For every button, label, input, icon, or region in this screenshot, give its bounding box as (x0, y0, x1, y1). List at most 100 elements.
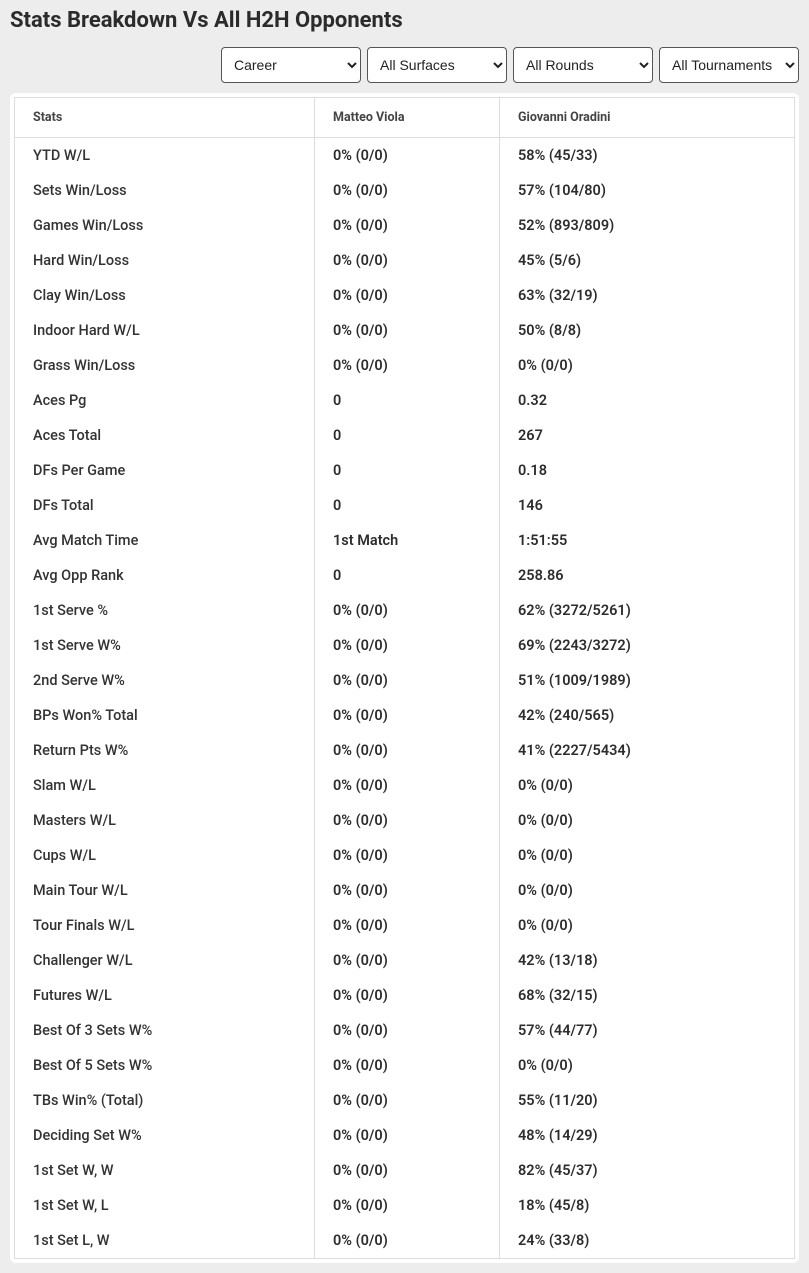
player1-value: 0% (0/0) (315, 348, 500, 383)
page-title: Stats Breakdown Vs All H2H Opponents (10, 8, 799, 33)
player1-value: 0% (0/0) (315, 628, 500, 663)
player1-value: 0% (0/0) (315, 278, 500, 313)
table-row: Tour Finals W/L0% (0/0)0% (0/0) (15, 908, 795, 943)
table-row: Aces Total0267 (15, 418, 795, 453)
player1-value: 0% (0/0) (315, 908, 500, 943)
stats-table: Stats Matteo Viola Giovanni Oradini YTD … (14, 97, 795, 1259)
stat-label: DFs Total (15, 488, 315, 523)
player2-value: 58% (45/33) (500, 138, 795, 174)
player2-value: 258.86 (500, 558, 795, 593)
player1-value: 0% (0/0) (315, 208, 500, 243)
stat-label: Aces Total (15, 418, 315, 453)
table-row: YTD W/L0% (0/0)58% (45/33) (15, 138, 795, 174)
stat-label: DFs Per Game (15, 453, 315, 488)
player1-value: 0 (315, 418, 500, 453)
player1-value: 0% (0/0) (315, 1223, 500, 1259)
player2-value: 0.32 (500, 383, 795, 418)
stat-label: Best Of 3 Sets W% (15, 1013, 315, 1048)
player2-value: 0% (0/0) (500, 348, 795, 383)
stat-label: BPs Won% Total (15, 698, 315, 733)
player2-value: 52% (893/809) (500, 208, 795, 243)
table-row: 1st Serve %0% (0/0)62% (3272/5261) (15, 593, 795, 628)
player1-value: 0 (315, 558, 500, 593)
player1-value: 0 (315, 383, 500, 418)
stat-label: Sets Win/Loss (15, 173, 315, 208)
player2-value: 24% (33/8) (500, 1223, 795, 1259)
table-row: Slam W/L0% (0/0)0% (0/0) (15, 768, 795, 803)
player2-value: 0% (0/0) (500, 803, 795, 838)
surface-select[interactable]: All Surfaces (367, 47, 507, 83)
player2-value: 69% (2243/3272) (500, 628, 795, 663)
player1-value: 0% (0/0) (315, 1083, 500, 1118)
stat-label: Indoor Hard W/L (15, 313, 315, 348)
player2-value: 267 (500, 418, 795, 453)
stat-label: 1st Set W, L (15, 1188, 315, 1223)
player1-value: 0% (0/0) (315, 1188, 500, 1223)
stat-label: 1st Set L, W (15, 1223, 315, 1259)
table-row: Grass Win/Loss0% (0/0)0% (0/0) (15, 348, 795, 383)
stat-label: TBs Win% (Total) (15, 1083, 315, 1118)
player1-value: 0% (0/0) (315, 803, 500, 838)
player2-value: 0% (0/0) (500, 908, 795, 943)
table-row: Challenger W/L0% (0/0)42% (13/18) (15, 943, 795, 978)
table-row: Clay Win/Loss0% (0/0)63% (32/19) (15, 278, 795, 313)
player2-value: 1:51:55 (500, 523, 795, 558)
table-row: Games Win/Loss0% (0/0)52% (893/809) (15, 208, 795, 243)
player1-value: 0% (0/0) (315, 313, 500, 348)
table-row: Hard Win/Loss0% (0/0)45% (5/6) (15, 243, 795, 278)
player2-value: 42% (13/18) (500, 943, 795, 978)
player1-value: 0% (0/0) (315, 138, 500, 174)
player1-value: 0% (0/0) (315, 173, 500, 208)
table-row: BPs Won% Total0% (0/0)42% (240/565) (15, 698, 795, 733)
stat-label: Avg Opp Rank (15, 558, 315, 593)
player2-value: 0% (0/0) (500, 838, 795, 873)
table-row: Aces Pg00.32 (15, 383, 795, 418)
player2-value: 62% (3272/5261) (500, 593, 795, 628)
table-row: Best Of 5 Sets W%0% (0/0)0% (0/0) (15, 1048, 795, 1083)
stat-label: Hard Win/Loss (15, 243, 315, 278)
table-row: Indoor Hard W/L0% (0/0)50% (8/8) (15, 313, 795, 348)
table-row: Return Pts W%0% (0/0)41% (2227/5434) (15, 733, 795, 768)
player1-value: 0% (0/0) (315, 1013, 500, 1048)
table-row: Futures W/L0% (0/0)68% (32/15) (15, 978, 795, 1013)
stat-label: Clay Win/Loss (15, 278, 315, 313)
stat-label: Cups W/L (15, 838, 315, 873)
round-select[interactable]: All Rounds (513, 47, 653, 83)
table-row: 1st Serve W%0% (0/0)69% (2243/3272) (15, 628, 795, 663)
table-row: Avg Opp Rank0258.86 (15, 558, 795, 593)
player1-value: 1st Match (315, 523, 500, 558)
stat-label: Futures W/L (15, 978, 315, 1013)
stat-label: 1st Serve % (15, 593, 315, 628)
table-row: DFs Total0146 (15, 488, 795, 523)
stat-label: Games Win/Loss (15, 208, 315, 243)
col-header-player1: Matteo Viola (315, 98, 500, 138)
stat-label: Aces Pg (15, 383, 315, 418)
table-row: Main Tour W/L0% (0/0)0% (0/0) (15, 873, 795, 908)
player2-value: 48% (14/29) (500, 1118, 795, 1153)
player2-value: 0% (0/0) (500, 873, 795, 908)
table-row: Best Of 3 Sets W%0% (0/0)57% (44/77) (15, 1013, 795, 1048)
table-row: DFs Per Game00.18 (15, 453, 795, 488)
table-row: TBs Win% (Total)0% (0/0)55% (11/20) (15, 1083, 795, 1118)
stats-table-card: Stats Matteo Viola Giovanni Oradini YTD … (10, 93, 799, 1263)
player2-value: 0% (0/0) (500, 1048, 795, 1083)
stat-label: Main Tour W/L (15, 873, 315, 908)
stat-label: YTD W/L (15, 138, 315, 174)
player1-value: 0% (0/0) (315, 698, 500, 733)
stat-label: Grass Win/Loss (15, 348, 315, 383)
career-select[interactable]: Career (221, 47, 361, 83)
stat-label: Best Of 5 Sets W% (15, 1048, 315, 1083)
player1-value: 0% (0/0) (315, 1153, 500, 1188)
col-header-player2: Giovanni Oradini (500, 98, 795, 138)
player2-value: 57% (44/77) (500, 1013, 795, 1048)
stat-label: Return Pts W% (15, 733, 315, 768)
col-header-stats: Stats (15, 98, 315, 138)
player2-value: 55% (11/20) (500, 1083, 795, 1118)
player1-value: 0 (315, 488, 500, 523)
stat-label: 1st Serve W% (15, 628, 315, 663)
player1-value: 0 (315, 453, 500, 488)
tournament-select[interactable]: All Tournaments (659, 47, 799, 83)
table-row: 1st Set W, L0% (0/0)18% (45/8) (15, 1188, 795, 1223)
player2-value: 41% (2227/5434) (500, 733, 795, 768)
player1-value: 0% (0/0) (315, 768, 500, 803)
